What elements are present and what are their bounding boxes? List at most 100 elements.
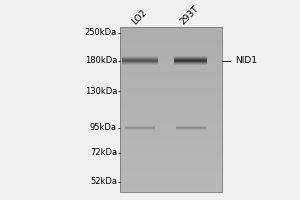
Bar (120, 27, 222, 30)
Bar (120, 98, 222, 101)
Text: LO2: LO2 (130, 7, 149, 26)
Bar (120, 173, 222, 176)
Text: 95kDa: 95kDa (90, 123, 117, 132)
Bar (120, 35, 222, 38)
Bar (120, 162, 222, 165)
Bar (122, 64, 158, 65)
Bar (120, 85, 222, 88)
Bar (176, 127, 206, 128)
Text: 250kDa: 250kDa (85, 28, 117, 37)
Bar (124, 126, 154, 127)
Bar (120, 43, 222, 46)
Bar (120, 29, 222, 32)
Bar (120, 52, 222, 54)
Text: NID1: NID1 (236, 56, 257, 65)
Bar (120, 142, 222, 145)
Bar (120, 137, 222, 140)
Text: 72kDa: 72kDa (90, 148, 117, 157)
Bar (120, 120, 222, 123)
Bar (174, 60, 207, 61)
Bar (120, 187, 222, 190)
Bar (174, 57, 207, 58)
Bar (120, 189, 222, 192)
Text: 130kDa: 130kDa (85, 87, 117, 96)
Bar (122, 57, 158, 58)
Bar (120, 131, 222, 134)
Bar (120, 71, 222, 74)
Bar (120, 87, 222, 90)
Bar (120, 57, 222, 60)
Bar (120, 129, 222, 132)
Bar (122, 63, 158, 64)
Bar (120, 151, 222, 154)
Bar (124, 127, 154, 128)
Bar (174, 57, 207, 58)
Bar (120, 109, 222, 112)
Bar (120, 101, 222, 104)
Bar (120, 76, 222, 79)
Text: 52kDa: 52kDa (90, 177, 117, 186)
Bar (174, 61, 207, 62)
Bar (120, 46, 222, 49)
Bar (120, 170, 222, 173)
Bar (120, 176, 222, 179)
Bar (120, 123, 222, 126)
Bar (174, 64, 207, 65)
Bar (176, 129, 206, 130)
Bar (120, 134, 222, 137)
Bar (176, 128, 206, 129)
Text: 293T: 293T (178, 4, 200, 26)
Bar (120, 107, 222, 110)
Bar (174, 56, 207, 57)
Bar (120, 159, 222, 162)
Bar (122, 59, 158, 60)
Bar (122, 62, 158, 63)
Bar (120, 154, 222, 156)
Bar (120, 118, 222, 121)
Bar (120, 40, 222, 43)
Bar (176, 128, 206, 129)
Bar (120, 178, 222, 181)
Bar (174, 59, 207, 60)
Bar (122, 58, 158, 59)
Bar (124, 129, 154, 130)
Bar (120, 140, 222, 143)
Bar (120, 79, 222, 82)
Bar (122, 57, 158, 58)
Bar (174, 58, 207, 59)
Bar (120, 112, 222, 115)
Text: 180kDa: 180kDa (85, 56, 117, 65)
Bar (120, 167, 222, 170)
Bar (120, 27, 222, 192)
Bar (120, 96, 222, 99)
Bar (120, 32, 222, 35)
Bar (120, 74, 222, 77)
Bar (122, 56, 158, 57)
Bar (122, 59, 158, 60)
Bar (122, 61, 158, 62)
Bar (174, 60, 207, 61)
Bar (120, 181, 222, 184)
Bar (122, 60, 158, 61)
Bar (176, 127, 206, 128)
Bar (120, 165, 222, 167)
Bar (174, 58, 207, 59)
Bar (122, 60, 158, 61)
Bar (120, 148, 222, 151)
Bar (120, 38, 222, 41)
Bar (174, 59, 207, 60)
Bar (120, 63, 222, 65)
Bar (120, 126, 222, 129)
Bar (120, 68, 222, 71)
Bar (120, 65, 222, 68)
Bar (124, 128, 154, 129)
Bar (120, 93, 222, 96)
Bar (120, 156, 222, 159)
Bar (124, 127, 154, 128)
Bar (176, 126, 206, 127)
Bar (120, 115, 222, 118)
Bar (124, 126, 154, 127)
Bar (120, 90, 222, 93)
Bar (120, 104, 222, 107)
Bar (174, 62, 207, 63)
